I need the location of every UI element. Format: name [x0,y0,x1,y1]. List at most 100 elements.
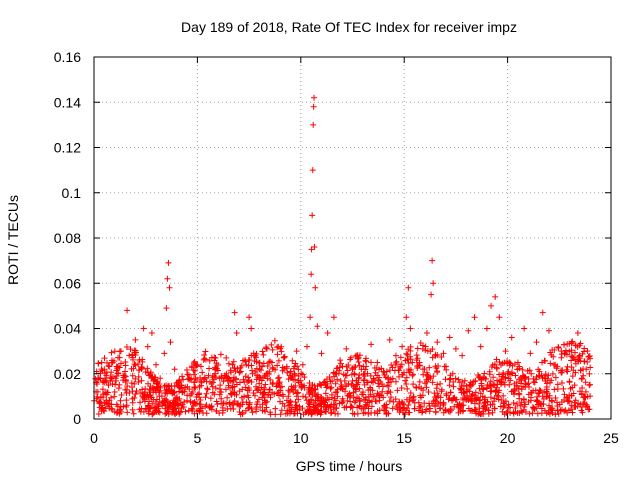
data-point-noise [236,369,243,376]
data-point-noise [367,372,374,379]
data-point-noise [472,395,479,402]
data-point-noise [481,400,488,407]
data-point-noise [360,410,367,417]
data-point-noise [365,410,372,417]
data-point [308,271,315,278]
data-point-noise [405,360,412,367]
data-point-noise [568,402,575,409]
data-point-noise [438,386,445,393]
data-point-noise [499,408,506,415]
data-point-noise [553,399,560,406]
data-point-noise [582,403,589,410]
y-tick-label: 0.02 [54,366,81,382]
data-point-noise [281,353,288,360]
data-point-noise [373,398,380,405]
data-point-noise [577,357,584,364]
data-point [171,366,178,373]
data-point-noise [546,410,553,417]
data-point-noise [117,360,124,367]
data-point-noise [278,407,285,414]
data-point-noise [560,385,567,392]
data-point-noise [130,365,137,372]
data-point-noise [403,374,410,381]
data-point [117,348,124,355]
data-point-noise [323,384,330,391]
data-point-noise [276,379,283,386]
data-point-noise [207,395,214,402]
data-point-noise [218,400,225,407]
data-point-noise [135,378,142,385]
data-point-noise [98,405,105,412]
data-point-noise [558,379,565,386]
data-point-noise [535,372,542,379]
data-point-noise [184,371,191,378]
data-point-noise [584,358,591,365]
data-point-noise [280,354,287,361]
data-point-noise [327,378,334,385]
data-point [122,368,129,375]
data-point-noise [196,390,203,397]
data-point-noise [146,372,153,379]
data-point-noise [406,409,413,416]
data-point-noise [295,389,302,396]
data-point-noise [229,401,236,408]
x-tick-label: 15 [396,430,412,446]
data-point-noise [426,364,433,371]
data-point-noise [407,343,414,350]
data-point-noise [361,376,368,383]
data-point [281,354,288,361]
data-point-noise [322,380,329,387]
data-point-noise [188,405,195,412]
data-point-noise [432,403,439,410]
data-point-noise [152,387,159,394]
data-point-noise [521,403,528,410]
data-point-noise [249,367,256,374]
data-point-noise [159,402,166,409]
data-point-noise [526,410,533,417]
data-point [459,352,466,359]
data-point-noise [293,393,300,400]
data-point-noise [586,352,593,359]
data-point-noise [251,392,258,399]
data-point-noise [122,362,129,369]
data-point-noise [211,354,218,361]
data-point [521,325,528,332]
data-point-noise [230,374,237,381]
data-point-noise [520,372,527,379]
data-point-noise [225,382,232,389]
data-point-noise [577,401,584,408]
data-point-noise [111,348,118,355]
data-point-noise [298,384,305,391]
data-point-noise [584,403,591,410]
data-point-noise [116,407,123,414]
data-point [204,386,211,393]
data-point [175,382,182,389]
data-point-noise [476,385,483,392]
data-point-noise [469,391,476,398]
data-point-noise [137,390,144,397]
data-point [452,345,459,352]
data-point-noise [336,367,343,374]
data-point-noise [106,363,113,370]
data-point-noise [139,393,146,400]
data-point-noise [111,389,118,396]
data-point-noise [512,408,519,415]
data-point-noise [495,393,502,400]
data-point [179,388,186,395]
data-point-noise [271,337,278,344]
data-point-noise [155,383,162,390]
data-point-noise [194,376,201,383]
data-point-noise [269,381,276,388]
data-point-noise [542,371,549,378]
data-point-noise [334,386,341,393]
data-point-noise [432,408,439,415]
data-point-noise [314,383,321,390]
data-point-noise [191,385,198,392]
data-point-noise [295,372,302,379]
data-point-noise [449,370,456,377]
data-point-noise [197,396,204,403]
data-point-noise [289,357,296,364]
data-point-noise [340,371,347,378]
data-point-noise [205,372,212,379]
data-point-noise [206,365,213,372]
